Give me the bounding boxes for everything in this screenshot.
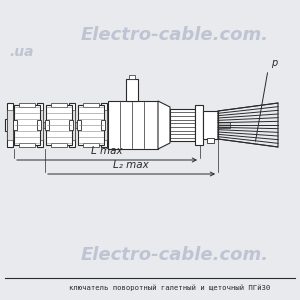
Text: Electro-cable.com.: Electro-cable.com.: [81, 246, 269, 264]
Bar: [195, 105, 203, 145]
Text: p: p: [271, 58, 277, 68]
Bar: [170, 109, 195, 141]
Bar: [14, 105, 40, 145]
Bar: [19, 143, 35, 147]
Polygon shape: [158, 101, 170, 149]
Bar: [207, 138, 214, 143]
Text: ключатель поворотный галетный и щеточный ПГй30: ключатель поворотный галетный и щеточный…: [69, 285, 271, 291]
Text: Electro-cable.com.: Electro-cable.com.: [81, 26, 269, 44]
Bar: [5, 122, 230, 128]
Bar: [69, 120, 73, 130]
Bar: [126, 79, 138, 101]
Bar: [37, 110, 43, 140]
Bar: [83, 143, 99, 147]
Bar: [51, 103, 67, 107]
Bar: [7, 103, 13, 147]
Bar: [69, 110, 75, 140]
Text: L max: L max: [91, 146, 123, 156]
Bar: [69, 103, 75, 147]
Bar: [46, 105, 72, 145]
Bar: [129, 75, 135, 79]
Bar: [101, 120, 105, 130]
Bar: [77, 120, 81, 130]
Bar: [5, 119, 9, 131]
Bar: [78, 105, 104, 145]
Bar: [37, 103, 43, 147]
Bar: [101, 103, 107, 147]
Bar: [7, 110, 13, 140]
Text: L₂ max: L₂ max: [113, 160, 149, 170]
Bar: [45, 120, 49, 130]
Bar: [13, 120, 17, 130]
Bar: [108, 101, 158, 149]
Bar: [37, 120, 41, 130]
Bar: [83, 103, 99, 107]
Bar: [19, 103, 35, 107]
Text: Electro-cab: Electro-cab: [95, 113, 201, 131]
Bar: [101, 110, 107, 140]
Bar: [51, 143, 67, 147]
Bar: [203, 111, 218, 139]
Text: .ua: .ua: [10, 45, 34, 59]
